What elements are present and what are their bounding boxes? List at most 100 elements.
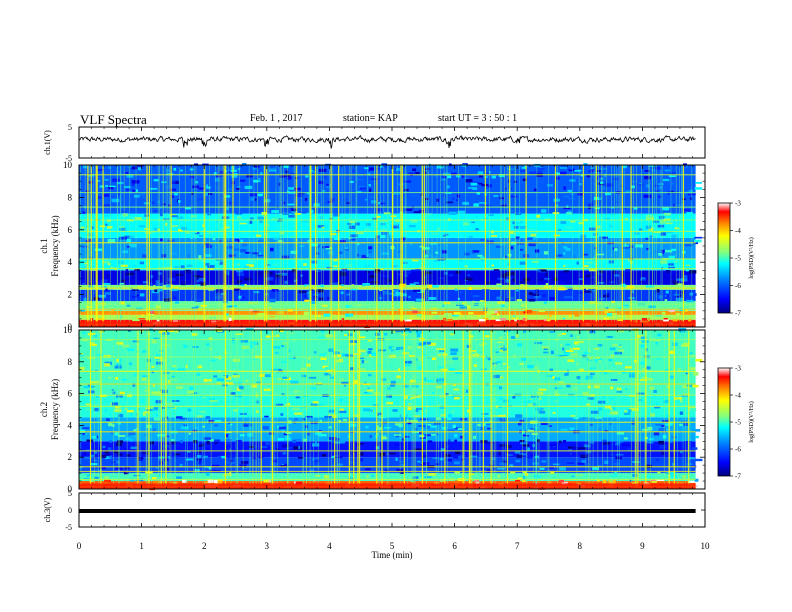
- ch1-spectrogram-cell: [131, 289, 139, 291]
- ch2-spectrogram-cell: [552, 463, 560, 466]
- ch2-spectrogram-cell: [372, 404, 379, 407]
- ch2-spectrogram-cell: [498, 406, 503, 408]
- ch2-spectrogram-cell: [415, 408, 423, 410]
- ch1-spectrogram-cell: [306, 192, 310, 195]
- ch2-spectrogram-cell: [104, 409, 107, 412]
- ch2-spectrogram-cell: [439, 405, 446, 409]
- ch1-spectrogram-cell: [649, 235, 654, 238]
- ch2-spectrogram-cell: [236, 387, 241, 391]
- ch2-spectrogram-cell: [615, 456, 622, 460]
- ch1-spectrogram-cell: [555, 204, 559, 207]
- ch1-spectrogram-cell: [126, 245, 131, 248]
- ch2-spectrogram-ytick-label: 4: [68, 420, 73, 430]
- ch1-spectrogram-cell: [179, 232, 184, 235]
- ch1-spectrogram-cell: [495, 319, 502, 322]
- ch1-spectrogram-cell: [368, 167, 375, 171]
- ch1-spectrogram-cell: [672, 219, 677, 222]
- ch2-spectrogram-cell: [653, 432, 660, 436]
- ch2-spectrogram-cell: [124, 407, 128, 411]
- ch1-spectrogram-cell: [393, 222, 398, 225]
- ch1-spectrogram-cell: [547, 314, 553, 318]
- ch2-spectrogram-cell: [312, 401, 319, 404]
- ch1-spectrogram-ytick-label: 10: [63, 160, 73, 170]
- ch1-spectrogram-cell: [131, 183, 135, 187]
- ch1-spectrogram-cell: [226, 207, 229, 211]
- ch1-spectrogram-cell: [640, 277, 646, 279]
- x-tick-label: 5: [390, 541, 395, 551]
- ch2-spectrogram-cell: [493, 374, 500, 379]
- ch1-spectrogram-cell: [644, 176, 652, 180]
- ch2-spectrogram-cell: [337, 354, 341, 358]
- ch1-spectrogram-cell: [333, 236, 340, 241]
- ch1-spectrogram-cell: [522, 317, 528, 321]
- ch2-spectrogram-cell: [434, 422, 441, 425]
- ch2-spectrogram-cell: [417, 460, 421, 463]
- ch1-spectrogram-cell: [240, 248, 247, 253]
- ch2-spectrogram-cell: [156, 361, 163, 365]
- ch2-spectrogram-cell: [238, 410, 241, 414]
- ch1-spectrogram-cell: [201, 245, 205, 249]
- ch2-spectrogram-cell: [227, 421, 231, 425]
- ch1-spectrogram-cell: [195, 180, 199, 184]
- ch1-spectrogram-cell: [594, 207, 600, 210]
- ch1-spectrogram-cell: [318, 168, 327, 173]
- ch1-spectrogram-cell: [639, 228, 643, 231]
- ch1-spectrogram-cell: [471, 250, 475, 254]
- ch1-spectrogram-cell: [586, 178, 591, 180]
- ch1-spectrogram-cell: [198, 255, 202, 259]
- ch2-spectrogram-cell: [559, 467, 566, 471]
- ch2-spectrogram-cell: [438, 403, 442, 406]
- ch1-spectrogram-cell: [561, 164, 566, 167]
- ch1-spectrogram-cell: [600, 167, 608, 171]
- ch2-spectrogram-cell: [174, 453, 181, 456]
- ch1-spectrogram-cell: [474, 250, 480, 253]
- ch1-spectrogram-cell: [89, 301, 92, 305]
- ch1-spectrogram-cell: [224, 195, 231, 198]
- ch2-spectrogram-cell: [520, 367, 528, 371]
- ch1-spectrogram-cell: [605, 279, 613, 282]
- ch1-spectrogram-cell: [250, 197, 255, 201]
- ch2-spectrogram-cell: [167, 456, 171, 459]
- ch2-spectrogram-cell: [579, 448, 587, 452]
- ch1-spectrogram-cell: [245, 317, 250, 320]
- ch2-spectrogram-cell: [390, 380, 396, 385]
- ch2-spectrogram-cell: [217, 456, 222, 460]
- ch1-spectrogram-cell: [82, 211, 86, 214]
- ch2-spectrogram-cell: [153, 407, 159, 411]
- ch2-spectrogram-cell: [142, 451, 150, 455]
- ch2-spectrogram-cell: [255, 467, 259, 470]
- ch2-spectrogram-cell: [558, 381, 565, 384]
- ch1-spectrogram-cell: [596, 302, 602, 305]
- ch2-spectrogram-cell: [392, 409, 398, 412]
- ch2-spectrogram-cell: [214, 419, 222, 422]
- ch1-spectrogram-cell: [663, 319, 669, 322]
- ch2-spectrogram-cell: [174, 329, 179, 333]
- ch2-spectrogram-cell: [679, 423, 683, 427]
- ch2-spectrogram-cell: [688, 457, 695, 460]
- ch2-spectrogram-cell: [485, 442, 494, 444]
- ch1-spectrogram-cell: [567, 210, 572, 214]
- ch1-spectrogram-cell: [154, 289, 158, 292]
- ch2-spectrogram-cell: [666, 471, 670, 475]
- ch2-spectrogram-cell: [192, 429, 197, 433]
- ch1-spectrogram-cell: [352, 169, 356, 173]
- ch2-spectrogram-cell: [417, 365, 423, 370]
- ch2-spectrogram-cell: [427, 342, 436, 346]
- ch2-spectrogram-cell: [426, 379, 434, 382]
- ch2-spectrogram-cell: [108, 376, 112, 379]
- ch1-spectrogram-cell: [303, 294, 309, 298]
- ch2-spectrogram-cell: [365, 468, 371, 471]
- ch2-spectrogram-cell: [435, 463, 440, 466]
- ch1-spectrogram-cell: [171, 286, 179, 289]
- ch1-spectrogram-cell: [126, 188, 131, 191]
- ch1-spectrogram-cell: [645, 285, 654, 289]
- ch1-spectrogram-cell: [359, 187, 366, 190]
- ch1-spectrogram-ytick-label: 0: [68, 322, 73, 332]
- ch2-spectrogram-cell: [445, 360, 454, 364]
- ch1-spectrogram-cell: [563, 246, 568, 249]
- ch1-spectrogram-cell: [464, 252, 470, 256]
- ch2-spectrogram-cell: [414, 448, 423, 451]
- ch2-spectrogram-cell: [520, 357, 527, 361]
- ch1-spectrogram-cell: [350, 234, 358, 238]
- ch2-spectrogram-cell: [341, 381, 349, 384]
